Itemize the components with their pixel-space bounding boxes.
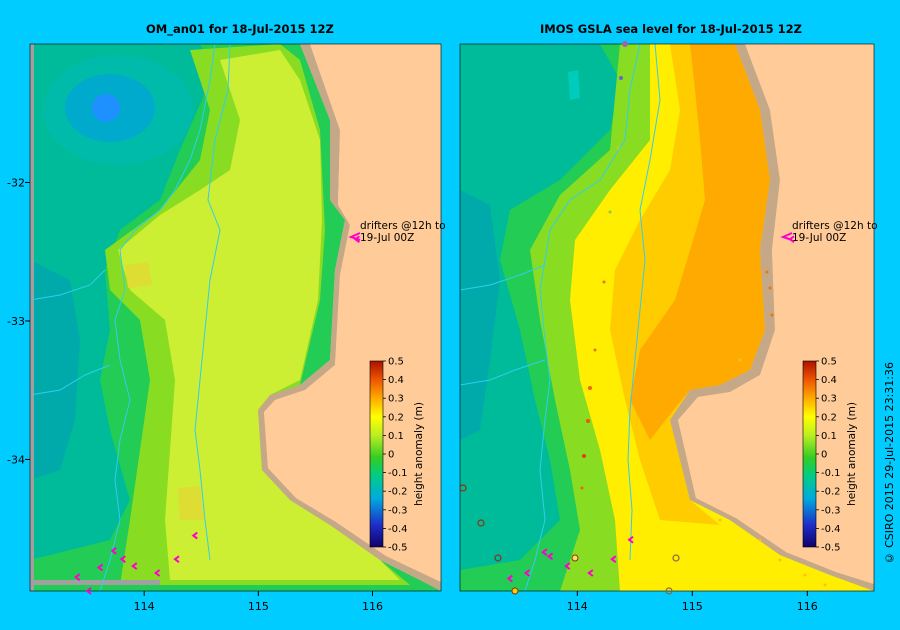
contour-teal-west [30, 44, 215, 560]
colorbar-tick-label: 0.5 [821, 357, 837, 368]
colorbar-tick-label: -0.2 [821, 487, 841, 498]
bathymetry-contour-3 [30, 269, 111, 396]
colorbar-tick-label: 0 [821, 450, 827, 461]
y-tick-label: -32 [7, 176, 25, 189]
bathymetry-contour-2 [194, 44, 231, 561]
x-tick-label: 115 [248, 600, 269, 613]
drifter-marker [541, 548, 548, 557]
right-drifter-note-line2: 19-Jul 00Z [792, 232, 847, 244]
right-drifter-note-line1: drifters @12h to [792, 220, 878, 232]
eddy-outer [500, 45, 620, 135]
right-drifter-note-arrow [780, 232, 793, 241]
y-tick-label: -33 [7, 315, 25, 328]
left-x-ticks: 114 115 116 [134, 591, 383, 613]
drifter-marker [564, 562, 571, 570]
right-map-panel [460, 44, 874, 591]
drifter-marker [587, 569, 594, 577]
colorbar-tick-label: -0.5 [821, 543, 841, 554]
left-drifter-note: drifters @12h to 19-Jul 00Z [360, 220, 446, 244]
drifter-marker [131, 562, 138, 570]
y-tick-label: -34 [7, 453, 25, 466]
left-panel-title: OM_an01 for 18-Jul-2015 12Z [146, 22, 334, 36]
bottom-edge-strip [30, 580, 160, 585]
drifter-marker [191, 531, 198, 540]
land-mass [264, 44, 441, 582]
drifter-marker [110, 547, 117, 555]
right-colorbar: 0.5 0.4 0.3 0.2 0.1 0 -0.1 -0.2 -0.3 -0.4 -0.5 heig… [802, 357, 858, 554]
colorbar-tick-label: -0.4 [821, 524, 841, 535]
colorbar-tick-label: 0.4 [821, 375, 837, 386]
contour-teal-deep [30, 260, 80, 480]
x-tick-label: 115 [682, 600, 703, 613]
x-tick-label: 116 [362, 600, 383, 613]
left-edge [30, 44, 34, 591]
drifter-marker [546, 552, 554, 561]
colorbar-label: height anomaly (m) [846, 402, 858, 506]
drifter-marker [610, 555, 617, 563]
contour-teal-deep [460, 190, 500, 440]
drifter-marker [523, 569, 531, 577]
bathymetry-contour-3 [460, 264, 546, 386]
x-tick-label: 116 [797, 600, 818, 613]
eddy-core [92, 94, 120, 122]
colorbar-tick-label: 0.4 [388, 375, 404, 386]
drifter-marker [173, 555, 180, 563]
drifter-marker [627, 535, 634, 544]
right-drifters [506, 235, 795, 583]
x-tick-label: 114 [567, 600, 588, 613]
colorbar-tick-label: -0.2 [388, 487, 408, 498]
colorbar-tick-label: 0.1 [388, 431, 404, 442]
colorbar-tick-label: 0.1 [821, 431, 837, 442]
coastal-shelf [670, 44, 874, 591]
right-x-ticks: 114 115 116 [567, 591, 818, 613]
left-drifter-note-line2: 19-Jul 00Z [360, 232, 415, 244]
colorbar-gradient [369, 360, 384, 548]
left-colorbar: 0.5 0.4 0.3 0.2 0.1 0 -0.1 -0.2 -0.3 -0.4 -0.5 heig… [369, 357, 425, 554]
right-drifter-note: drifters @12h to 19-Jul 00Z [792, 220, 878, 244]
drifter-marker [506, 574, 513, 583]
colorbar-tick-label: -0.1 [821, 468, 841, 479]
drifter-marker [96, 563, 104, 572]
drifter-marker [85, 587, 92, 595]
drifter-marker [119, 555, 126, 563]
colorbar-label: height anomaly (m) [413, 402, 425, 506]
colorbar-tick-label: 0.2 [388, 412, 404, 423]
colorbar-tick-label: 0 [388, 450, 394, 461]
drifter-marker [73, 573, 81, 581]
contour-yellow-patch-2 [178, 486, 204, 520]
land-mass [678, 44, 874, 584]
copyright-credit: © CSIRO 2015 29-Jul-2015 23:31:36 [883, 362, 896, 565]
right-altimetry-markers [459, 41, 827, 595]
bathymetry-contour-1 [524, 44, 641, 591]
bathymetry-contour-2 [627, 44, 661, 561]
contour-yellowgreen [118, 50, 400, 580]
left-y-ticks: -32 -33 -34 [7, 176, 30, 466]
colorbar-tick-label: -0.3 [821, 505, 841, 516]
left-drifter-note-line1: drifters @12h to [360, 220, 446, 232]
colorbar-tick-label: 0.3 [821, 394, 837, 405]
right-plot-frame [459, 43, 875, 592]
colorbar-tick-label: 0.5 [388, 357, 404, 368]
contour-teal-west [460, 44, 620, 570]
colorbar-tick-label: 0.2 [821, 412, 837, 423]
colorbar-gradient [802, 360, 817, 548]
colorbar-tick-label: -0.5 [388, 543, 408, 554]
right-panel-title: IMOS GSLA sea level for 18-Jul-2015 12Z [540, 22, 803, 36]
colorbar-tick-label: 0.3 [388, 394, 404, 405]
colorbar-tick-label: -0.1 [388, 468, 408, 479]
bathymetry-contour-1 [99, 44, 216, 591]
left-drifter-note-arrow [348, 232, 361, 241]
eddy-core [568, 70, 580, 100]
left-plot-frame [29, 43, 442, 592]
colorbar-tick-label: -0.3 [388, 505, 408, 516]
x-tick-label: 114 [134, 600, 155, 613]
drifter-marker [153, 569, 161, 577]
contour-orange [630, 44, 770, 440]
colorbar-tick-label: -0.4 [388, 524, 408, 535]
contour-yellow-patch-1 [125, 262, 152, 288]
